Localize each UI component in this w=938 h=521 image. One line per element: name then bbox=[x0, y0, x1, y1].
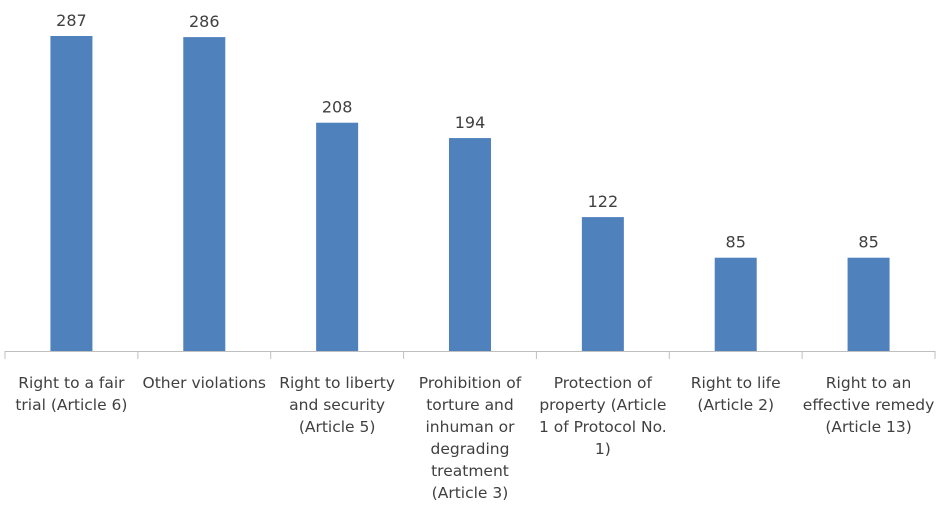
bar bbox=[449, 138, 491, 351]
x-tick-label: Right to an effective remedy (Article 13… bbox=[802, 374, 935, 436]
x-tick-label: Right to a fair trial (Article 6) bbox=[15, 374, 128, 414]
bar bbox=[183, 37, 226, 351]
data-label: 85 bbox=[858, 233, 878, 252]
x-tick-label: Right to life (Article 2) bbox=[690, 374, 781, 414]
bar bbox=[847, 257, 890, 351]
x-tick-label: Prohibition of torture and inhuman or de… bbox=[418, 374, 522, 502]
bar bbox=[581, 217, 624, 351]
x-tick-label: Other violations bbox=[142, 374, 266, 392]
bar bbox=[50, 36, 93, 351]
data-label: 85 bbox=[726, 233, 746, 252]
data-label: 194 bbox=[455, 113, 486, 132]
data-label: 122 bbox=[588, 192, 619, 211]
x-tick-label: Protection of property (Article 1 of Pro… bbox=[538, 374, 667, 458]
x-tick-label: Right to liberty and security (Article 5… bbox=[279, 374, 396, 436]
data-label: 208 bbox=[322, 98, 353, 117]
data-label: 286 bbox=[189, 12, 220, 31]
bar bbox=[714, 257, 757, 351]
bar bbox=[316, 122, 359, 352]
data-label: 287 bbox=[56, 11, 87, 30]
